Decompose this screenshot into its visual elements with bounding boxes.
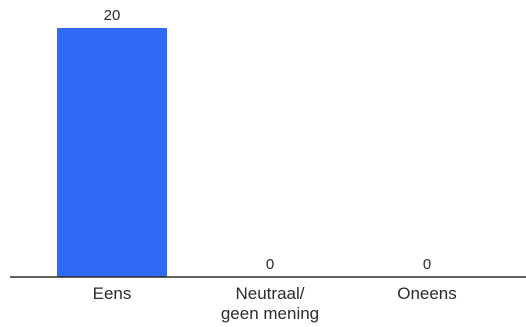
value-label-0: 20 bbox=[104, 7, 121, 24]
bars-group bbox=[57, 28, 167, 277]
category-label-1-line-1: geen mening bbox=[221, 304, 319, 323]
labels-group: 20 Eens 0 Neutraal/geen mening 0 Oneens bbox=[93, 7, 457, 323]
category-label-1-line-0: Neutraal/ bbox=[236, 284, 305, 303]
value-label-2: 0 bbox=[423, 256, 431, 273]
value-label-1: 0 bbox=[266, 256, 274, 273]
category-label-2: Oneens bbox=[397, 284, 457, 303]
bar-0 bbox=[57, 28, 167, 277]
category-label-0: Eens bbox=[93, 284, 132, 303]
